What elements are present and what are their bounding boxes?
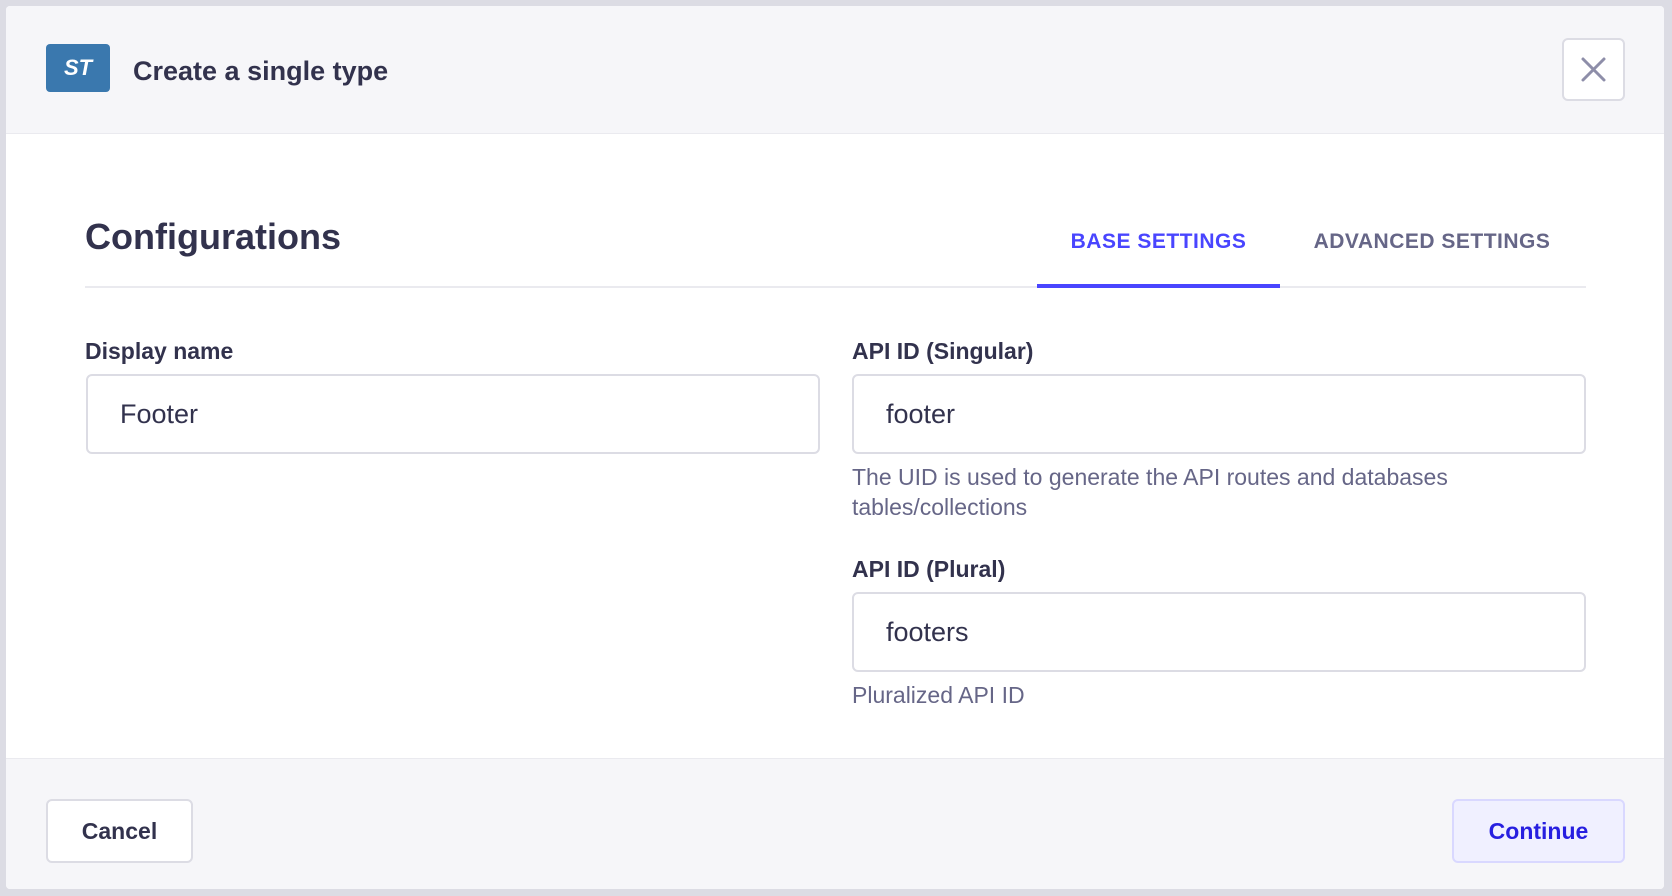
tab[interactable]: ADVANCED SETTINGS <box>1313 230 1551 253</box>
close-button[interactable] <box>1562 38 1625 101</box>
close-icon <box>1581 57 1606 82</box>
modal-footer: Cancel Continue <box>6 758 1664 889</box>
modal-header: ST Create a single type <box>6 6 1664 134</box>
field-label: API ID (Singular) <box>852 338 1034 364</box>
modal: ST Create a single type Configurations B… <box>6 6 1664 889</box>
field-hint: The UID is used to generate the API rout… <box>852 464 1448 520</box>
field-hint: Pluralized API ID <box>852 682 1025 708</box>
tab-divider <box>85 286 1586 288</box>
tab[interactable]: BASE SETTINGS <box>1070 230 1247 253</box>
section-title: Configurations <box>85 216 341 257</box>
modal-title: Create a single type <box>133 56 389 86</box>
active-tab-indicator <box>1037 284 1280 288</box>
text-input[interactable]: Footer <box>86 374 820 454</box>
cancel-button[interactable]: Cancel <box>46 799 193 863</box>
text-input[interactable]: footer <box>852 374 1586 454</box>
text-input[interactable]: footers <box>852 592 1586 672</box>
field-label: API ID (Plural) <box>852 556 1006 582</box>
type-badge: ST <box>46 44 110 92</box>
field-label: Display name <box>85 338 234 364</box>
continue-button[interactable]: Continue <box>1452 799 1625 863</box>
